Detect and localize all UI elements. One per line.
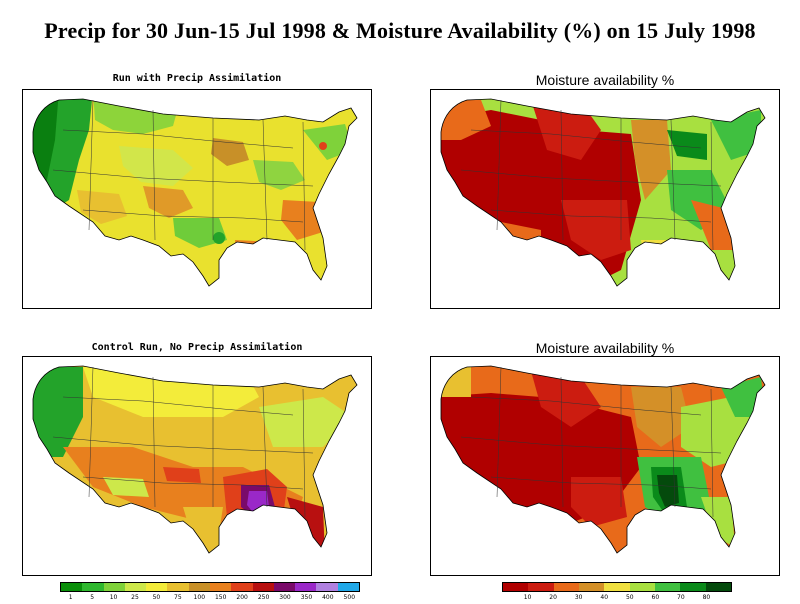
precip-legend-swatch-10 [273, 583, 296, 591]
precip-legend-label-6: 100 [193, 594, 206, 601]
precip-legend-swatch-2 [103, 583, 125, 591]
map-moisture-availability-bottom [430, 356, 780, 576]
precip-legend-swatch-5 [167, 583, 189, 591]
moisture-legend-bar [502, 582, 732, 592]
moisture-legend-swatch-4 [604, 583, 630, 591]
moisture-legend-label-2: 30 [574, 594, 583, 601]
precip-legend-label-1: 5 [90, 594, 95, 601]
moisture-legend-swatch-8 [705, 583, 731, 591]
panel-title-top-right: Moisture availability % [535, 72, 675, 88]
map-precip-assimilation [22, 89, 372, 309]
precip-legend-swatch-1 [82, 583, 104, 591]
precip-legend-swatch-13 [337, 583, 359, 591]
moisture-legend-labels: 10 20 30 40 50 60 70 80 [502, 594, 732, 604]
precip-legend-swatch-7 [209, 583, 232, 591]
page-title: Precip for 30 Jun-15 Jul 1998 & Moisture… [44, 18, 756, 43]
moisture-legend-label-5: 60 [651, 594, 660, 601]
precip-legend-label-7: 150 [214, 594, 227, 601]
moisture-top-map-svg [440, 98, 766, 287]
moisture-legend-label-4: 50 [625, 594, 634, 601]
moisture-legend-swatch-0 [503, 583, 529, 591]
precip-legend-label-2: 10 [109, 594, 118, 601]
moisture-legend-swatch-7 [680, 583, 706, 591]
moisture-legend: 10 20 30 40 50 60 70 80 [502, 582, 732, 604]
precip-legend-label-10: 300 [279, 594, 291, 601]
panel-title-top-left: Run with Precip Assimilation [112, 73, 282, 84]
precip-legend-bar [60, 582, 360, 592]
precip-legend-label-13: 500 [343, 594, 356, 601]
precip-legend-swatch-9 [252, 583, 274, 591]
precip-legend-label-12: 400 [322, 594, 334, 601]
moisture-legend-swatch-5 [629, 583, 655, 591]
moisture-legend-swatch-1 [528, 583, 554, 591]
precip-legend-label-11: 350 [300, 594, 313, 601]
moisture-legend-label-1: 20 [549, 594, 557, 601]
precip-control-map-svg [32, 365, 358, 554]
precip-legend-label-5: 75 [174, 594, 182, 601]
precip-legend-label-8: 200 [236, 594, 248, 601]
precip-legend-swatch-4 [146, 583, 168, 591]
moisture-bottom-map-svg [440, 365, 766, 554]
map-precip-control [22, 356, 372, 576]
precip-legend-swatch-8 [231, 583, 253, 591]
precip-legend-label-0: 1 [68, 594, 73, 601]
moisture-legend-swatch-6 [654, 583, 681, 591]
precip-legend-label-9: 250 [257, 594, 270, 601]
precip-legend-swatch-3 [124, 583, 147, 591]
precip-legend-label-4: 50 [152, 594, 161, 601]
moisture-legend-swatch-3 [578, 583, 605, 591]
precip-legend-swatch-6 [188, 583, 210, 591]
precip-legend-labels: 1 5 10 25 50 75 100 150 200 250 300 350 400 500 [60, 594, 360, 604]
moisture-legend-label-0: 10 [523, 594, 532, 601]
map-moisture-availability-top [430, 89, 780, 309]
precip-legend: 1 5 10 25 50 75 100 150 200 250 300 350 400 500 [60, 582, 360, 604]
precip-legend-swatch-0 [61, 583, 83, 591]
moisture-legend-label-7: 80 [702, 594, 711, 601]
moisture-legend-label-6: 70 [677, 594, 685, 601]
panel-title-bottom-left: Control Run, No Precip Assimilation [91, 342, 303, 353]
panel-title-bottom-right: Moisture availability % [535, 340, 675, 356]
precip-legend-label-3: 25 [131, 594, 139, 601]
precip-assimilation-map-svg [32, 98, 358, 287]
moisture-legend-label-3: 40 [600, 594, 609, 601]
moisture-legend-swatch-2 [553, 583, 579, 591]
precip-legend-swatch-11 [295, 583, 317, 591]
precip-legend-swatch-12 [316, 583, 338, 591]
